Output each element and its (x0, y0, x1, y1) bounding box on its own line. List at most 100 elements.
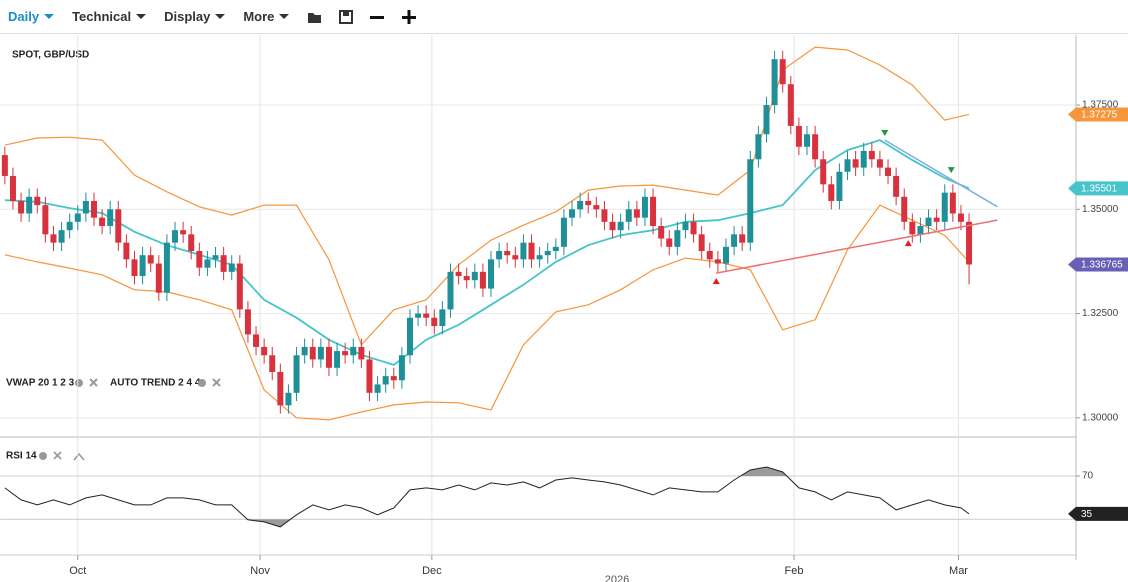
candle-body (293, 355, 300, 393)
candle-body (325, 346, 332, 368)
toolbar-button[interactable]: Daily (8, 9, 55, 24)
candle-body (244, 309, 251, 335)
candle-body (698, 234, 705, 252)
candle-body (868, 150, 875, 160)
candle-body (163, 242, 170, 293)
candle-body (690, 221, 697, 235)
candle-body (625, 209, 632, 222)
toolbar-button[interactable]: More (243, 9, 290, 24)
candle-body (909, 221, 916, 235)
price-badge-label: 1.336765 (1081, 260, 1123, 271)
candle-body (261, 346, 268, 356)
candle-body (658, 225, 665, 239)
candle-body (358, 346, 365, 360)
y-tick-label: 70 (1082, 471, 1094, 482)
candle-body (415, 313, 422, 318)
candle-body (552, 246, 559, 252)
toolbar-label: Display (164, 9, 211, 24)
price-badge (1068, 181, 1128, 196)
candle-body (666, 238, 673, 247)
x-tick-label: Feb (785, 565, 804, 577)
candle-body (609, 221, 616, 231)
candle-body (58, 230, 65, 243)
candle-body (398, 355, 405, 381)
candle-body (812, 134, 819, 160)
candle-body (269, 355, 276, 372)
zoom-in-icon[interactable] (401, 9, 417, 25)
signal-marker (904, 240, 912, 247)
candle-body (706, 251, 713, 260)
candle-body (66, 221, 73, 231)
candle-body (528, 242, 535, 260)
candle-body (172, 230, 179, 243)
candle-body (82, 200, 89, 214)
candle-body (236, 263, 243, 310)
plot-area (1, 46, 998, 421)
price-badge (1068, 506, 1128, 521)
candle-body (431, 317, 438, 327)
candle-body (196, 251, 203, 268)
candle-body (722, 246, 729, 264)
rsi-icons[interactable] (39, 451, 85, 461)
candle-body (228, 263, 235, 272)
candle-body (763, 105, 770, 135)
indicator-label: AUTO TREND 2 4 4 (110, 378, 201, 389)
candle-body (285, 392, 292, 406)
candle-body (180, 230, 187, 235)
price-badge (1068, 257, 1128, 272)
candle-body (876, 159, 883, 168)
candle-body (836, 171, 843, 201)
trend-line (716, 219, 998, 274)
candle-body (90, 200, 97, 218)
candle-body (860, 150, 867, 168)
candle-body (747, 159, 754, 243)
candle-body (463, 276, 470, 281)
candle-body (504, 251, 511, 256)
candle-body (423, 313, 430, 318)
candle-body (439, 309, 446, 327)
candle-body (382, 376, 389, 385)
candle-body (374, 384, 381, 393)
save-icon[interactable] (339, 9, 354, 24)
candle-body (577, 200, 584, 210)
toolbar-button[interactable]: Display (164, 9, 226, 24)
candle-body (731, 234, 738, 247)
candle-body (9, 175, 16, 201)
y-tick-label: 1.32500 (1082, 308, 1119, 319)
candle-body (42, 205, 49, 235)
indicator-icons[interactable] (198, 378, 221, 387)
candle-body (585, 200, 592, 206)
candle-body (220, 255, 227, 272)
price-badge-label: 1.37275 (1081, 110, 1118, 121)
candle-body (544, 251, 551, 256)
candle-body (650, 196, 657, 226)
candle-body (50, 234, 57, 243)
candle-body (941, 192, 948, 222)
candle-body (820, 159, 827, 185)
y-tick-label: 1.35000 (1082, 204, 1119, 215)
candle-body (18, 200, 25, 214)
candle-body (123, 242, 130, 260)
candle-body (139, 255, 146, 277)
price-badge (1068, 107, 1128, 122)
candle-body (714, 259, 721, 264)
candle-body (852, 159, 859, 168)
candle-body (641, 196, 648, 218)
candle-body (633, 209, 640, 218)
open-icon[interactable] (307, 10, 323, 24)
candle-body (34, 196, 41, 206)
toolbar-button[interactable]: Technical (72, 9, 147, 24)
indicator-icons[interactable] (75, 378, 98, 387)
candle-body (488, 259, 495, 289)
candle-body (617, 221, 624, 231)
candle-body (739, 234, 746, 243)
candle-body (204, 259, 211, 268)
candle-body (1, 155, 8, 176)
candle-body (949, 192, 956, 214)
candle-body (131, 259, 138, 277)
y-tick-label: 1.37500 (1082, 100, 1119, 111)
toolbar-label: Technical (72, 9, 132, 24)
zoom-out-icon[interactable] (369, 9, 385, 25)
candle-body (115, 209, 122, 243)
